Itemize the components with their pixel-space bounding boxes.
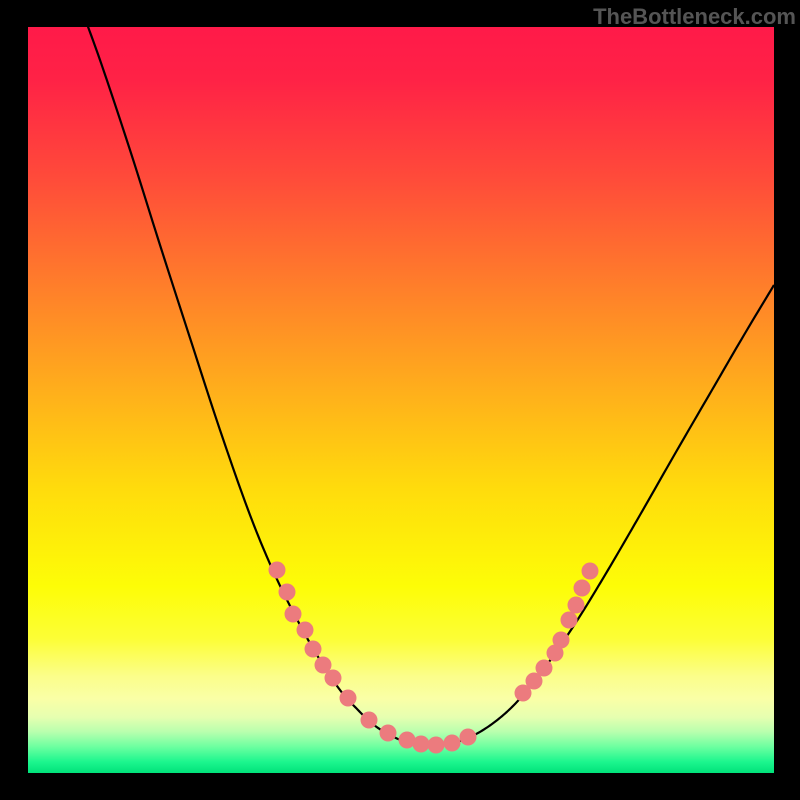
chart-gradient-background: [28, 27, 774, 773]
scatter-dot: [305, 641, 322, 658]
scatter-dot: [582, 563, 599, 580]
scatter-dot: [428, 737, 445, 754]
scatter-dot: [553, 632, 570, 649]
scatter-dot: [380, 725, 397, 742]
scatter-dot: [279, 584, 296, 601]
scatter-dot: [297, 622, 314, 639]
scatter-dot: [561, 612, 578, 629]
scatter-dot: [460, 729, 477, 746]
plot-area: [28, 27, 774, 773]
scatter-dot: [568, 597, 585, 614]
scatter-dot: [325, 670, 342, 687]
scatter-dot: [444, 735, 461, 752]
scatter-dot: [269, 562, 286, 579]
watermark-text: TheBottleneck.com: [593, 4, 796, 30]
scatter-dot: [574, 580, 591, 597]
scatter-dot: [340, 690, 357, 707]
scatter-dot: [361, 712, 378, 729]
scatter-dot: [285, 606, 302, 623]
scatter-dot: [536, 660, 553, 677]
